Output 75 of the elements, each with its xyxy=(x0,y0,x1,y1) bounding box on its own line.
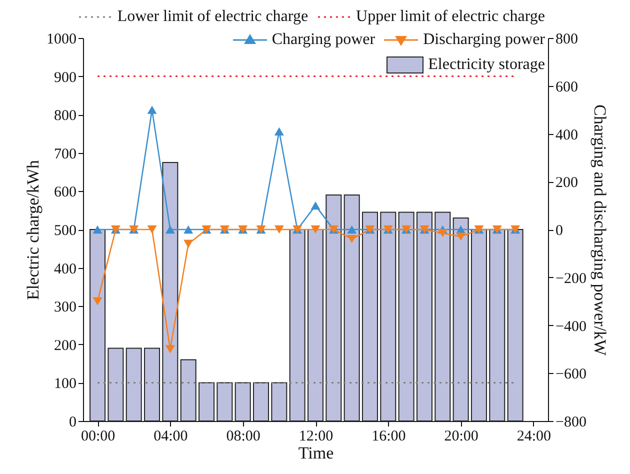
y-tick-label: 400 xyxy=(54,261,76,278)
y-tick-label: 600 xyxy=(54,184,76,201)
y2-tick-label: 200 xyxy=(556,175,578,192)
point xyxy=(147,225,157,234)
y-tick-label: 700 xyxy=(54,146,76,162)
bar xyxy=(216,382,233,422)
y-tick-label: 100 xyxy=(54,376,76,392)
x-tick-label: 16:00 xyxy=(372,428,406,444)
bar xyxy=(308,229,324,422)
y2-tick-label: 600 xyxy=(556,79,578,96)
point xyxy=(347,225,357,234)
y-axis-title: Electric charge/kWh xyxy=(24,160,42,300)
y2-tick-label: −600 xyxy=(556,366,586,383)
bar xyxy=(271,382,288,422)
y-tick-label: 900 xyxy=(54,70,76,86)
x-tick-label: 20:00 xyxy=(444,428,478,444)
bar xyxy=(144,348,160,422)
legend-label: Charging power xyxy=(272,30,376,50)
point xyxy=(165,225,175,234)
y-tick-label: 200 xyxy=(54,338,76,354)
x-tick-label: 24:00 xyxy=(516,428,552,444)
y2-tick-label: 0 xyxy=(556,223,563,239)
point xyxy=(310,225,320,234)
bar xyxy=(253,382,270,422)
x-tick-label: 08:00 xyxy=(226,428,260,444)
bar xyxy=(489,229,506,422)
x-tick-label: 12:00 xyxy=(298,428,334,444)
y2-tick-label: −800 xyxy=(556,414,586,430)
point xyxy=(438,228,448,238)
bar xyxy=(470,229,487,422)
point xyxy=(274,225,284,234)
y-tick-label: 800 xyxy=(54,108,76,124)
bar xyxy=(380,212,396,422)
legend-label: Upper limit of electric charge xyxy=(356,7,545,27)
point xyxy=(274,127,284,136)
bar xyxy=(398,212,414,422)
y2-tick-label: −400 xyxy=(556,318,586,335)
bar xyxy=(108,348,124,422)
bar xyxy=(289,229,306,422)
point xyxy=(92,225,102,234)
y2-tick-label: 800 xyxy=(556,32,578,48)
bar xyxy=(362,212,378,422)
y-tick-label: 0 xyxy=(69,414,76,430)
bar xyxy=(326,194,342,422)
point xyxy=(147,106,157,114)
point xyxy=(184,225,194,234)
legend-label: Discharging power xyxy=(423,30,545,50)
bar xyxy=(416,212,432,422)
bar xyxy=(90,229,106,422)
y2-tick-label: 400 xyxy=(556,127,578,144)
point xyxy=(456,232,466,241)
bar xyxy=(234,382,251,422)
y-tick-label: 300 xyxy=(54,300,76,316)
bar xyxy=(180,359,196,422)
x-axis-title: Time xyxy=(298,444,334,462)
bar xyxy=(198,382,215,422)
bar xyxy=(344,194,360,422)
y-tick-label: 1000 xyxy=(46,32,76,48)
x-tick-label: 00:00 xyxy=(80,428,116,444)
bar xyxy=(507,229,524,422)
legend-label: Electricity storage xyxy=(428,55,545,75)
y-tick-label: 500 xyxy=(54,223,76,239)
y2-tick-label: −200 xyxy=(556,270,586,287)
point xyxy=(165,345,175,354)
bar xyxy=(162,162,178,422)
y2-axis-title: Charging and discharging power/kW xyxy=(590,104,610,356)
point xyxy=(184,240,194,248)
bar xyxy=(452,218,469,422)
point xyxy=(310,201,320,210)
point xyxy=(92,297,102,306)
bar xyxy=(434,212,451,422)
x-tick-label: 04:00 xyxy=(154,428,188,444)
bar xyxy=(126,348,142,422)
legend-label: Lower limit of electric charge xyxy=(117,7,308,27)
point xyxy=(347,234,357,244)
